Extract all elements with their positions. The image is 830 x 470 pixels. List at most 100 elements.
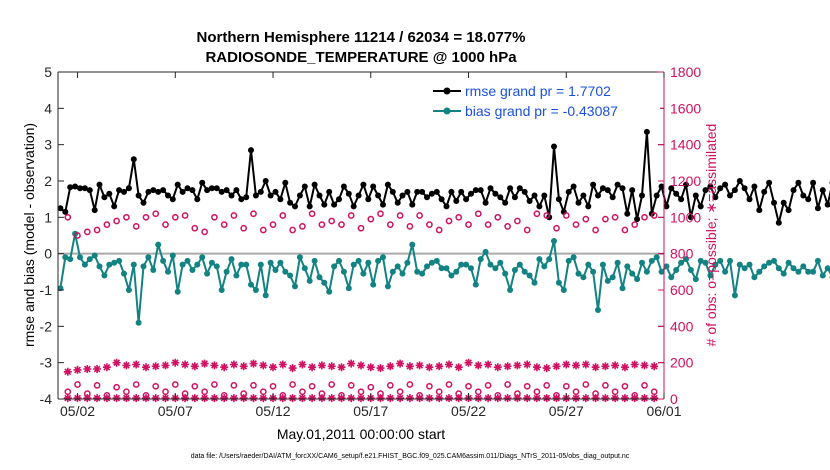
bias-point xyxy=(248,281,254,288)
bias-point xyxy=(751,274,758,281)
rmse-point xyxy=(121,188,127,195)
obs-assimilated-point xyxy=(210,361,219,370)
rmse-point xyxy=(736,178,743,184)
bias-point xyxy=(204,270,211,277)
obs-assimilated-point xyxy=(425,394,434,403)
bias-point xyxy=(658,268,665,275)
bias-point xyxy=(531,279,538,286)
obs-assimilated-point xyxy=(132,394,141,403)
bias-point xyxy=(414,268,421,275)
obs-possible-point xyxy=(250,382,257,389)
rmse-point xyxy=(555,196,562,203)
legend-bias-marker xyxy=(443,107,451,115)
bias-point xyxy=(380,254,386,261)
rmse-point xyxy=(766,179,773,186)
rmse-point xyxy=(199,179,206,186)
bias-point xyxy=(761,263,768,270)
x-tick-label: 05/02 xyxy=(60,403,95,419)
obs-assimilated-point xyxy=(611,361,620,370)
obs-assimilated-point xyxy=(288,394,297,403)
rmse-point xyxy=(345,190,352,197)
bias-point xyxy=(511,267,518,273)
rmse-point xyxy=(125,185,132,192)
rmse-point xyxy=(780,199,787,206)
bias-point xyxy=(106,261,113,268)
y-right-tick-label: 1600 xyxy=(670,100,701,116)
bias-point xyxy=(565,257,572,264)
obs-possible-point xyxy=(582,215,590,223)
footer-file-path: data file: /Users/raeder/DAI/ATM_forcXX/… xyxy=(191,453,630,460)
bias-point xyxy=(130,261,137,268)
rmse-point xyxy=(775,219,782,226)
x-tick-label: 05/12 xyxy=(256,403,291,419)
obs-possible-point xyxy=(553,224,560,232)
rmse-point xyxy=(311,181,318,188)
obs-assimilated-point xyxy=(474,361,483,370)
obs-assimilated-point xyxy=(161,394,170,403)
rmse-point xyxy=(727,192,733,199)
bias-point xyxy=(218,287,225,293)
rmse-point xyxy=(590,181,597,188)
bias-point xyxy=(81,261,88,268)
rmse-point xyxy=(116,187,123,194)
rmse-point xyxy=(795,179,802,186)
rmse-point xyxy=(272,188,279,195)
legend-bias-label: bias grand pr = -0.43087 xyxy=(465,103,618,119)
rmse-point xyxy=(67,184,74,191)
rmse-point xyxy=(653,192,660,199)
rmse-point xyxy=(86,187,93,194)
bias-point xyxy=(145,254,152,261)
bias-point xyxy=(795,268,802,275)
obs-possible-point xyxy=(357,224,365,232)
obs-assimilated-point xyxy=(220,363,229,372)
bias-point xyxy=(653,254,660,261)
rmse-point xyxy=(731,187,738,194)
rmse-point xyxy=(111,203,118,210)
series-obs-possible-upper- xyxy=(64,210,658,239)
obs-possible-point xyxy=(426,382,433,390)
obs-assimilated-point xyxy=(630,360,639,369)
obs-possible-point xyxy=(220,221,228,228)
bias-point xyxy=(184,257,191,264)
series-bias xyxy=(57,230,830,326)
rmse-point xyxy=(756,207,763,214)
rmse-point xyxy=(472,187,479,194)
rmse-point xyxy=(194,196,201,203)
y-left-tick-label: -3 xyxy=(40,355,53,371)
bias-point xyxy=(160,257,167,264)
y-right-tick-label: 200 xyxy=(670,355,694,371)
rmse-point xyxy=(712,194,719,201)
obs-possible-point xyxy=(602,215,609,223)
rmse-point xyxy=(448,188,455,195)
obs-assimilated-point xyxy=(327,394,336,403)
obs-assimilated-point xyxy=(445,394,453,403)
rmse-point xyxy=(184,185,191,192)
bias-point xyxy=(292,283,298,290)
obs-possible-point xyxy=(211,213,218,221)
rmse-point xyxy=(350,203,357,210)
bias-point xyxy=(595,307,601,313)
rmse-point xyxy=(487,185,494,192)
obs-assimilated-point xyxy=(405,394,414,403)
obs-possible-point xyxy=(435,226,443,234)
bias-point xyxy=(301,265,308,272)
rmse-point xyxy=(218,188,225,195)
rmse-point xyxy=(355,192,362,199)
obs-possible-point xyxy=(582,381,590,388)
bias-point xyxy=(468,265,474,272)
obs-possible-point xyxy=(592,226,599,234)
rmse-point xyxy=(516,185,523,192)
rmse-point xyxy=(595,192,601,199)
obs-possible-point xyxy=(543,382,551,389)
bias-point xyxy=(805,268,812,275)
rmse-point xyxy=(130,156,137,163)
obs-possible-point xyxy=(572,221,580,228)
bias-point xyxy=(174,288,181,295)
obs-possible-point xyxy=(201,228,208,236)
y-right-tick-label: 1200 xyxy=(670,173,701,189)
bias-point xyxy=(199,254,206,261)
bias-point xyxy=(639,259,645,266)
rmse-point xyxy=(536,203,543,210)
bias-point xyxy=(555,279,562,286)
rmse-point xyxy=(262,178,269,184)
